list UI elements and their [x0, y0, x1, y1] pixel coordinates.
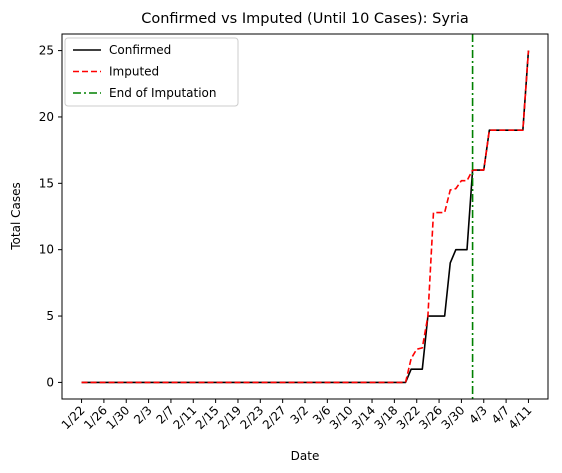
series-line-confirmed — [81, 50, 530, 384]
x-tick-label: 3/22 — [394, 403, 423, 432]
x-tick-label: 3/10 — [327, 403, 356, 432]
x-tick-label: 4/11 — [506, 403, 535, 432]
x-axis-label: Date — [291, 449, 320, 463]
x-tick-label: 3/14 — [349, 403, 378, 432]
x-tick-label: 2/3 — [131, 403, 155, 427]
x-tick-label: 2/27 — [260, 403, 289, 432]
y-tick-label: 15 — [39, 176, 54, 190]
x-tick-label: 2/11 — [170, 403, 199, 432]
y-tick-label: 10 — [39, 243, 54, 257]
y-tick-label: 5 — [46, 309, 54, 323]
chart-title: Confirmed vs Imputed (Until 10 Cases): S… — [141, 11, 469, 27]
legend-label: Confirmed — [109, 43, 171, 57]
x-axis: 1/221/261/302/32/72/112/152/192/232/273/… — [59, 399, 535, 432]
y-axis-label: Total Cases — [9, 182, 23, 250]
x-tick-label: 2/23 — [237, 403, 266, 432]
series-line-imputed — [81, 50, 530, 384]
x-tick-label: 1/26 — [81, 403, 110, 432]
x-tick-label: 3/30 — [439, 403, 468, 432]
y-tick-label: 25 — [39, 44, 54, 58]
x-tick-label: 3/2 — [288, 403, 312, 427]
y-tick-label: 0 — [46, 375, 54, 389]
y-axis: 0 5 10 15 20 25 — [39, 44, 62, 389]
x-tick-label: 1/22 — [59, 403, 88, 432]
x-tick-label: 1/30 — [103, 403, 132, 432]
legend-frame — [64, 37, 239, 107]
legend-label: Imputed — [109, 65, 159, 79]
x-tick-label: 4/3 — [466, 403, 490, 427]
legend-label: End of Imputation — [109, 86, 217, 100]
legend: Confirmed Imputed End of Imputation — [64, 37, 239, 107]
x-tick-label: 3/18 — [372, 403, 401, 432]
x-tick-label: 2/15 — [193, 403, 222, 432]
x-tick-label: 3/26 — [416, 403, 445, 432]
y-tick-label: 20 — [39, 110, 54, 124]
x-tick-label: 2/19 — [215, 403, 244, 432]
